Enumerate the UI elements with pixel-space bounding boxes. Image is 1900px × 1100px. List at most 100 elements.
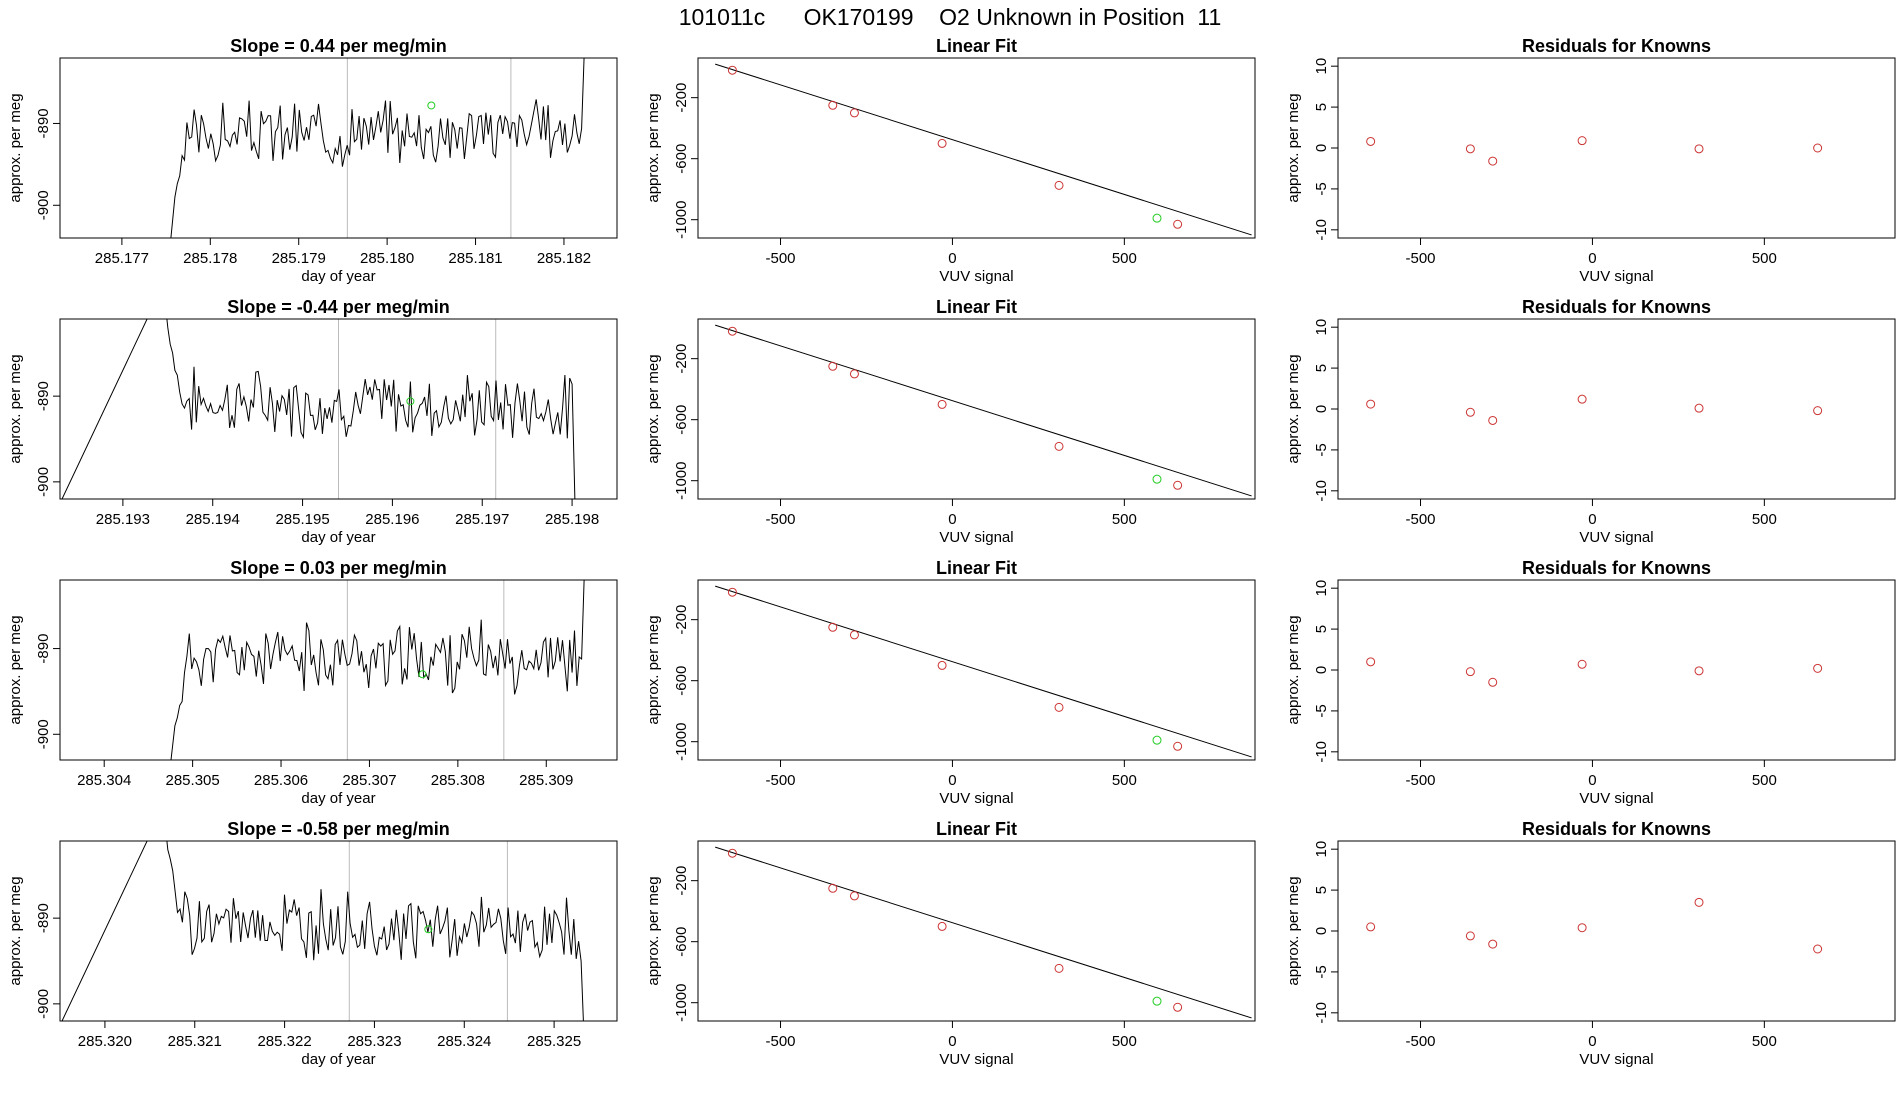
y-tick-label: -900 — [35, 190, 52, 220]
plot-frame — [697, 579, 1256, 761]
known-point — [828, 883, 838, 893]
plot-frame — [1337, 579, 1896, 761]
plot-title: Linear Fit — [936, 558, 1017, 578]
known-point — [1465, 931, 1475, 941]
x-tick-label: 500 — [1752, 250, 1777, 267]
known-point — [1813, 944, 1823, 954]
y-tick-label: -900 — [35, 989, 52, 1019]
known-point — [727, 848, 737, 858]
known-point — [937, 399, 947, 409]
known-point — [1813, 406, 1823, 416]
x-tick-label: 285.306 — [254, 772, 308, 789]
known-point — [937, 660, 947, 670]
plot-frame — [1337, 318, 1896, 500]
known-point — [1366, 136, 1376, 146]
x-tick-label: 285.181 — [448, 250, 502, 267]
x-tick-label: 285.177 — [95, 250, 149, 267]
x-tick-label: 285.323 — [347, 1033, 401, 1050]
known-point — [828, 100, 838, 110]
y-tick-label: -600 — [673, 405, 690, 435]
known-point — [1366, 399, 1376, 409]
y-tick-label: -5 — [1313, 443, 1330, 456]
y-tick-label: -200 — [673, 605, 690, 635]
y-tick-label: 10 — [1313, 58, 1330, 75]
unknown-point — [427, 101, 436, 110]
x-tick-label: 500 — [1112, 772, 1137, 789]
y-tick-label: -1000 — [673, 723, 690, 761]
x-tick-label: 285.182 — [537, 250, 591, 267]
x-tick-label: 285.196 — [365, 511, 419, 528]
unknown-point — [418, 670, 427, 679]
y-tick-label: 5 — [1313, 364, 1330, 372]
y-tick-label: 0 — [1313, 405, 1330, 413]
x-tick-label: 285.307 — [342, 772, 396, 789]
x-tick-label: 285.193 — [96, 511, 150, 528]
x-axis-label: day of year — [301, 1051, 375, 1068]
x-tick-label: 500 — [1752, 1033, 1777, 1050]
y-tick-label: 5 — [1313, 886, 1330, 894]
plot-data-area — [715, 324, 1252, 497]
y-tick-label: 0 — [1313, 144, 1330, 152]
x-tick-label: 285.179 — [272, 250, 326, 267]
y-tick-label: 5 — [1313, 103, 1330, 111]
x-axis-label: VUV signal — [1579, 790, 1653, 807]
x-tick-label: -500 — [1406, 1033, 1436, 1050]
plot-frame — [59, 57, 618, 239]
y-tick-label: -10 — [1313, 1002, 1330, 1024]
plot-data-area — [715, 846, 1252, 1019]
x-tick-label: 0 — [1588, 250, 1596, 267]
known-point — [828, 622, 838, 632]
x-tick-label: 285.324 — [437, 1033, 491, 1050]
plot-panel-2-2: Linear Fit -500 0 500 -200 -600 -1000 VUV signa… — [645, 297, 1256, 546]
y-tick-label: -900 — [35, 719, 52, 749]
y-tick-label: -1000 — [673, 462, 690, 500]
x-tick-label: 285.197 — [455, 511, 509, 528]
x-tick-label: -500 — [1406, 511, 1436, 528]
x-tick-label: 0 — [948, 250, 956, 267]
unknown-point — [406, 397, 415, 406]
known-point — [1813, 143, 1823, 153]
x-tick-label: 285.320 — [78, 1033, 132, 1050]
plot-title: Residuals for Knowns — [1522, 36, 1711, 56]
y-axis-label: approx. per meg — [645, 876, 662, 985]
y-tick-label: -600 — [673, 927, 690, 957]
x-tick-label: 285.305 — [166, 772, 220, 789]
y-axis-label: approx. per meg — [1285, 876, 1302, 985]
x-tick-label: 285.178 — [183, 250, 237, 267]
known-point — [849, 369, 859, 379]
known-point — [1488, 156, 1498, 166]
x-tick-label: -500 — [1406, 250, 1436, 267]
known-point — [1173, 741, 1183, 751]
plot-panel-1-1: Slope = 0.44 per meg/min 285.177 285.178 28… — [7, 36, 618, 285]
known-point — [1366, 922, 1376, 932]
page-title: 101011c OK170199 O2 Unknown in Position … — [678, 4, 1222, 30]
fit-line — [715, 846, 1252, 1019]
known-point — [1054, 180, 1064, 190]
plot-data-area — [170, 58, 585, 238]
x-tick-label: 0 — [948, 1033, 956, 1050]
y-axis-label: approx. per meg — [645, 615, 662, 724]
y-axis-label: approx. per meg — [1285, 354, 1302, 463]
plot-panel-3-3: Residuals for Knowns -500 0 500 10 5 0 -5 -10 VUV… — [1285, 558, 1896, 807]
unknown-point — [1152, 213, 1162, 223]
x-tick-label: -500 — [766, 511, 796, 528]
y-tick-label: -10 — [1313, 219, 1330, 241]
x-axis-label: VUV signal — [1579, 1051, 1653, 1068]
plot-title: Slope = 0.03 per meg/min — [230, 558, 447, 578]
x-tick-label: 285.325 — [527, 1033, 581, 1050]
x-axis-label: VUV signal — [939, 790, 1013, 807]
x-tick-label: -500 — [766, 1033, 796, 1050]
known-point — [1465, 407, 1475, 417]
x-tick-label: 500 — [1752, 772, 1777, 789]
plot-panel-4-1: Slope = -0.58 per meg/min 285.320 285.321 2… — [7, 819, 618, 1068]
plot-frame — [59, 840, 618, 1022]
plot-title: Slope = -0.58 per meg/min — [227, 819, 450, 839]
known-point — [1813, 663, 1823, 673]
x-axis-label: VUV signal — [1579, 268, 1653, 285]
plot-frame — [697, 57, 1256, 239]
known-point — [1173, 1002, 1183, 1012]
known-point — [1577, 923, 1587, 933]
known-point — [1054, 963, 1064, 973]
known-point — [1488, 415, 1498, 425]
y-tick-label: -1000 — [673, 984, 690, 1022]
